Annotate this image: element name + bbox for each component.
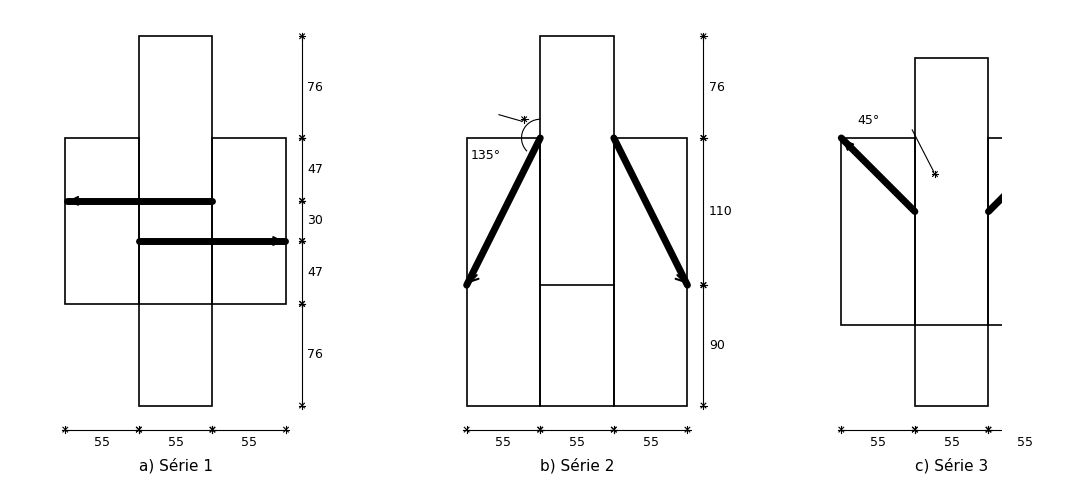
Bar xyxy=(613,138,687,406)
Text: 55: 55 xyxy=(569,436,585,449)
Text: a) Série 1: a) Série 1 xyxy=(138,458,213,473)
Bar xyxy=(138,36,212,406)
Bar xyxy=(989,138,1063,325)
Text: 55: 55 xyxy=(944,436,960,449)
Text: 47: 47 xyxy=(307,266,324,279)
Text: 55: 55 xyxy=(94,436,110,449)
Text: 76: 76 xyxy=(709,81,725,94)
Text: 47: 47 xyxy=(307,163,324,176)
Text: 110: 110 xyxy=(709,205,733,218)
Text: 55: 55 xyxy=(496,436,512,449)
Text: 55: 55 xyxy=(241,436,258,449)
Text: 45°: 45° xyxy=(857,114,880,127)
Text: 30: 30 xyxy=(307,215,324,227)
Bar xyxy=(915,58,989,406)
Text: 76: 76 xyxy=(307,348,324,361)
Text: 90: 90 xyxy=(709,339,725,352)
Text: b) Série 2: b) Série 2 xyxy=(540,458,615,473)
Text: 55: 55 xyxy=(1017,436,1033,449)
Text: 135°: 135° xyxy=(471,148,501,162)
Text: 76: 76 xyxy=(307,81,324,94)
Text: c) Série 3: c) Série 3 xyxy=(915,458,988,473)
Text: 55: 55 xyxy=(870,436,886,449)
Bar xyxy=(540,36,613,406)
Bar xyxy=(842,138,915,325)
Text: 55: 55 xyxy=(168,436,184,449)
Text: 55: 55 xyxy=(643,436,659,449)
Bar xyxy=(65,138,138,304)
Bar xyxy=(212,138,286,304)
Bar xyxy=(466,138,540,406)
